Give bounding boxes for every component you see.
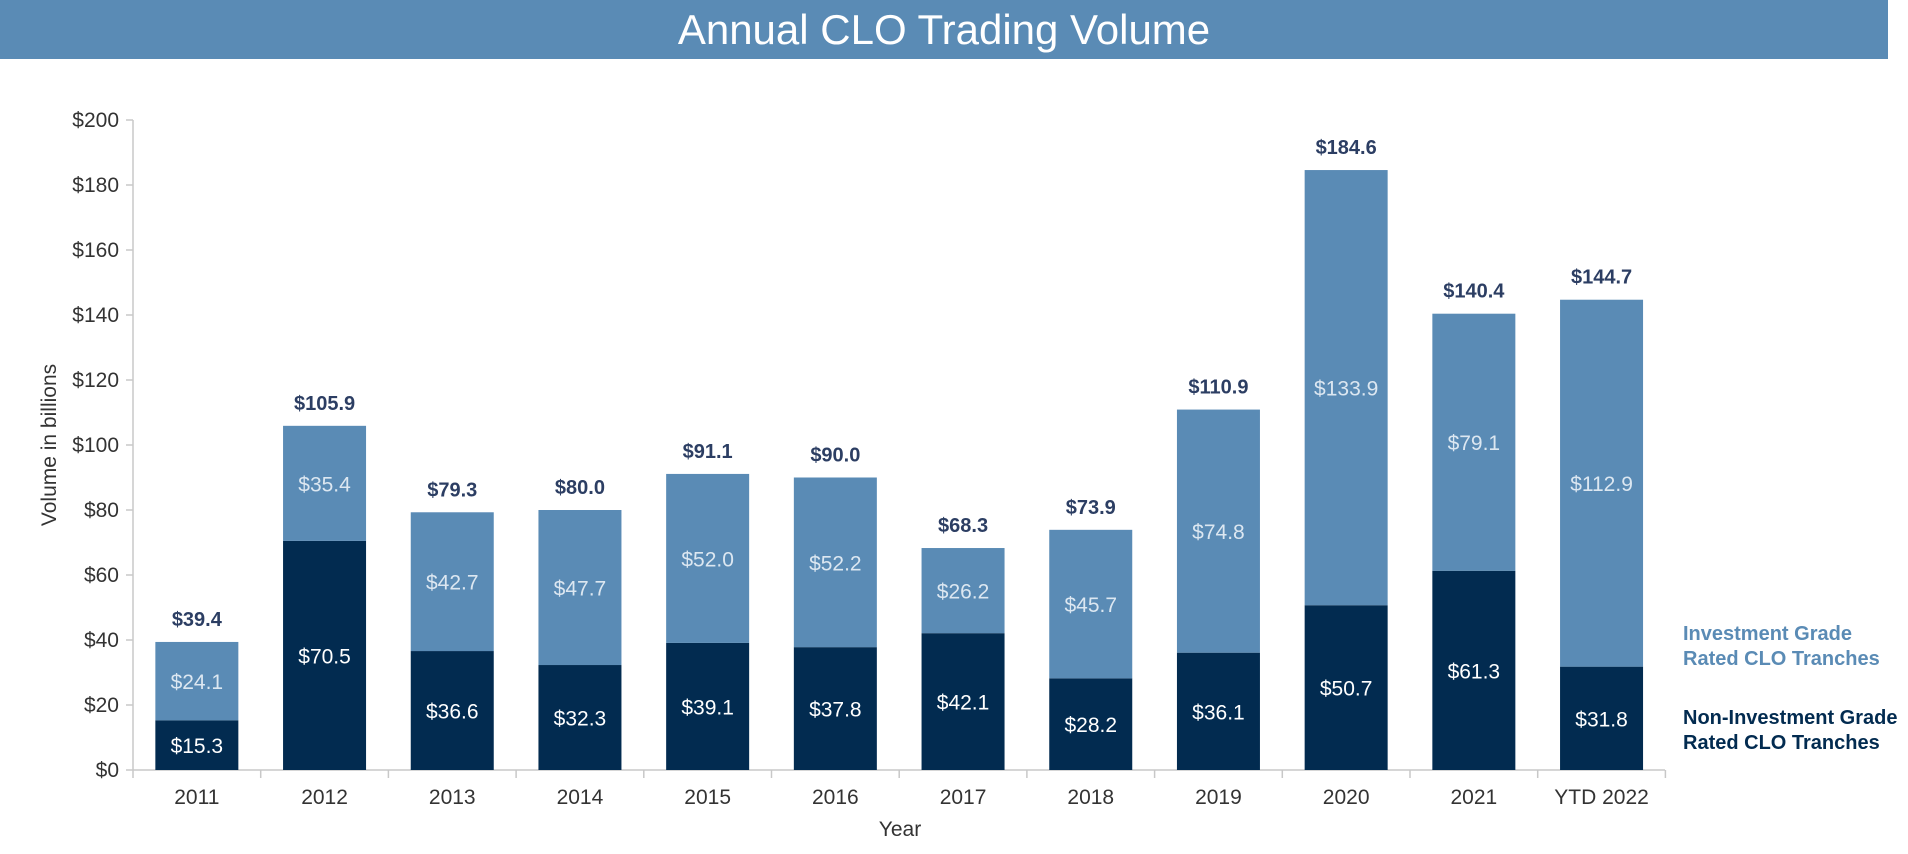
data-label-investment-grade: $79.1 (1448, 432, 1501, 455)
data-label-investment-grade: $26.2 (937, 581, 990, 604)
bar-investment-grade (1560, 299, 1644, 667)
data-label-non-investment-grade: $15.3 (171, 735, 224, 758)
bar-non-investment-grade (1176, 652, 1260, 770)
y-tick-label: $200 (72, 109, 119, 132)
data-labels: $15.3 $24.1 $39.4 $70.5 $35.4 $105.9 $36.6 $42.… (171, 137, 1633, 758)
y-tick-label: $100 (72, 434, 119, 457)
x-tick-label: 2020 (1323, 786, 1370, 809)
bar-investment-grade (410, 512, 494, 652)
data-label-investment-grade: $35.4 (298, 473, 351, 496)
data-label-total: $39.4 (172, 609, 223, 631)
y-axis: $0 $20 $40 $60 $80 $100 $120 $140 $160 $180 $200 (72, 109, 134, 782)
x-tick-label: 2016 (812, 786, 859, 809)
y-tick-label: $80 (84, 499, 119, 522)
y-tick-label: $180 (72, 174, 119, 197)
data-label-non-investment-grade: $32.3 (554, 708, 607, 731)
bar-non-investment-grade (155, 720, 239, 770)
data-label-non-investment-grade: $31.8 (1575, 708, 1628, 731)
bar-non-investment-grade (1304, 605, 1388, 770)
bar-non-investment-grade (666, 642, 750, 770)
data-label-total: $110.9 (1188, 377, 1248, 399)
x-tick-label: 2011 (174, 786, 219, 809)
x-tick-label: YTD 2022 (1554, 786, 1649, 809)
x-tick-label: 2013 (429, 786, 476, 809)
x-tick-label: 2015 (684, 786, 731, 809)
data-label-investment-grade: $47.7 (554, 578, 607, 601)
x-axis: 2011 2012 2013 2014 2015 2016 2017 2018 2019 2020… (132, 769, 1667, 809)
x-tick-label: 2021 (1450, 786, 1497, 809)
x-tick-label: 2019 (1195, 786, 1242, 809)
bar-non-investment-grade (1049, 678, 1133, 770)
bar-investment-grade (1304, 170, 1388, 606)
legend-non-investment-grade: Non-Investment Grade Rated CLO Tranches (1683, 707, 1898, 754)
y-tick-label: $40 (84, 629, 119, 652)
data-label-non-investment-grade: $50.7 (1320, 678, 1373, 701)
title-bar: Annual CLO Trading Volume (0, 0, 1888, 59)
bar-investment-grade (538, 510, 622, 666)
data-label-investment-grade: $74.8 (1192, 521, 1245, 544)
data-label-non-investment-grade: $70.5 (298, 645, 351, 668)
data-label-non-investment-grade: $28.2 (1064, 714, 1117, 737)
bar-investment-grade (155, 641, 239, 721)
data-label-investment-grade: $133.9 (1314, 378, 1378, 401)
chart-title: Annual CLO Trading Volume (677, 5, 1211, 53)
bar-non-investment-grade (538, 665, 622, 770)
bar-investment-grade (921, 548, 1005, 634)
x-tick-label: 2012 (301, 786, 348, 809)
data-label-total: $184.6 (1316, 137, 1377, 159)
x-tick-label: 2014 (557, 786, 604, 809)
y-tick-label: $0 (96, 759, 119, 782)
bar-investment-grade (666, 473, 750, 643)
data-label-investment-grade: $112.9 (1570, 473, 1633, 496)
bar-investment-grade (1176, 409, 1260, 653)
data-label-investment-grade: $52.2 (809, 552, 862, 575)
data-label-total: $144.7 (1571, 267, 1632, 289)
bar-investment-grade (1049, 529, 1133, 679)
bar-non-investment-grade (1432, 570, 1516, 770)
x-tick-label: 2017 (940, 786, 987, 809)
y-tick-label: $120 (72, 369, 119, 392)
data-label-non-investment-grade: $42.1 (937, 692, 990, 715)
bar-investment-grade (793, 477, 877, 648)
data-label-total: $90.0 (810, 445, 860, 467)
data-label-investment-grade: $24.1 (171, 671, 224, 694)
bars (155, 170, 1644, 770)
bar-investment-grade (1432, 313, 1516, 571)
data-label-non-investment-grade: $61.3 (1448, 660, 1501, 683)
y-axis-title: Volume in billions (38, 364, 61, 526)
y-tick-label: $140 (72, 304, 119, 327)
bar-investment-grade (283, 425, 367, 541)
x-tick-label: 2018 (1067, 786, 1114, 809)
data-label-investment-grade: $52.0 (681, 548, 734, 571)
data-label-total: $68.3 (938, 515, 988, 537)
y-tick-label: $60 (84, 564, 119, 587)
data-label-total: $80.0 (555, 477, 605, 499)
data-label-investment-grade: $42.7 (426, 572, 479, 595)
data-label-total: $105.9 (294, 393, 355, 415)
data-label-total: $79.3 (427, 479, 477, 501)
data-label-non-investment-grade: $37.8 (809, 699, 862, 722)
data-label-total: $73.9 (1066, 497, 1116, 519)
data-label-non-investment-grade: $36.1 (1192, 701, 1245, 724)
x-axis-title: Year (879, 818, 921, 841)
y-tick-label: $20 (84, 694, 119, 717)
bar-non-investment-grade (410, 651, 494, 770)
bar-non-investment-grade (283, 540, 367, 770)
data-label-non-investment-grade: $39.1 (681, 696, 734, 719)
bar-non-investment-grade (793, 647, 877, 770)
data-label-total: $91.1 (683, 441, 733, 463)
bar-non-investment-grade (921, 633, 1005, 770)
bar-non-investment-grade (1560, 666, 1644, 770)
legend-investment-grade: Investment Grade Rated CLO Tranches (1683, 623, 1880, 670)
data-label-total: $140.4 (1443, 281, 1505, 303)
data-label-investment-grade: $45.7 (1064, 594, 1117, 617)
data-label-non-investment-grade: $36.6 (426, 701, 479, 724)
y-tick-label: $160 (72, 239, 119, 262)
